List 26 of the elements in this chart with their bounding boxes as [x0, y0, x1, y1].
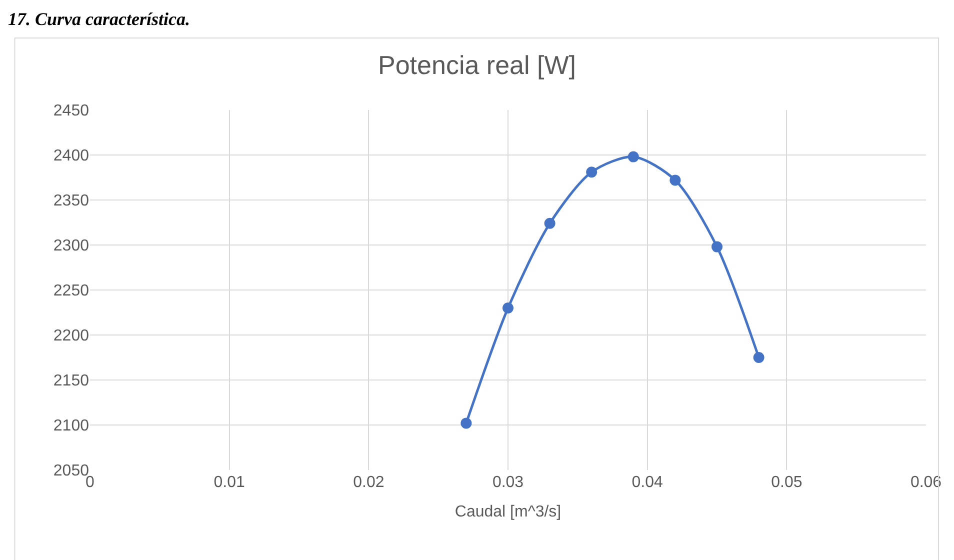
point: [670, 174, 681, 186]
point: [586, 166, 598, 178]
y-tick-label: 2300: [53, 238, 90, 255]
x-tick-label: 0.03: [492, 474, 524, 491]
y-tick-label: 2450: [53, 102, 90, 120]
x-axis-title: Caudal [m^3/s]: [454, 504, 562, 521]
x-tick-label: 0.04: [632, 474, 663, 491]
y-tick-label: 2200: [53, 328, 90, 345]
chart-title: Potencia real [W]: [378, 50, 576, 80]
point: [712, 241, 722, 252]
y-tick-label: 2400: [53, 148, 90, 165]
x-tick-label: 0.02: [353, 474, 384, 491]
y-tick-label: 2350: [53, 192, 90, 210]
point: [544, 218, 556, 229]
x-tick-label: 0.06: [910, 474, 942, 491]
y-tick-label: 2150: [53, 372, 90, 390]
point: [502, 302, 514, 314]
point: [460, 418, 472, 429]
x-tick-label: 0.05: [771, 474, 802, 491]
y-tick-label: 2100: [53, 418, 90, 435]
text: 17. Curva característica.: [8, 9, 190, 29]
x-tick-label: 0: [86, 474, 95, 491]
point: [753, 352, 764, 363]
x-tick-label: 0.01: [214, 474, 245, 491]
point: [628, 151, 639, 162]
y-tick-label: 2250: [53, 282, 90, 300]
